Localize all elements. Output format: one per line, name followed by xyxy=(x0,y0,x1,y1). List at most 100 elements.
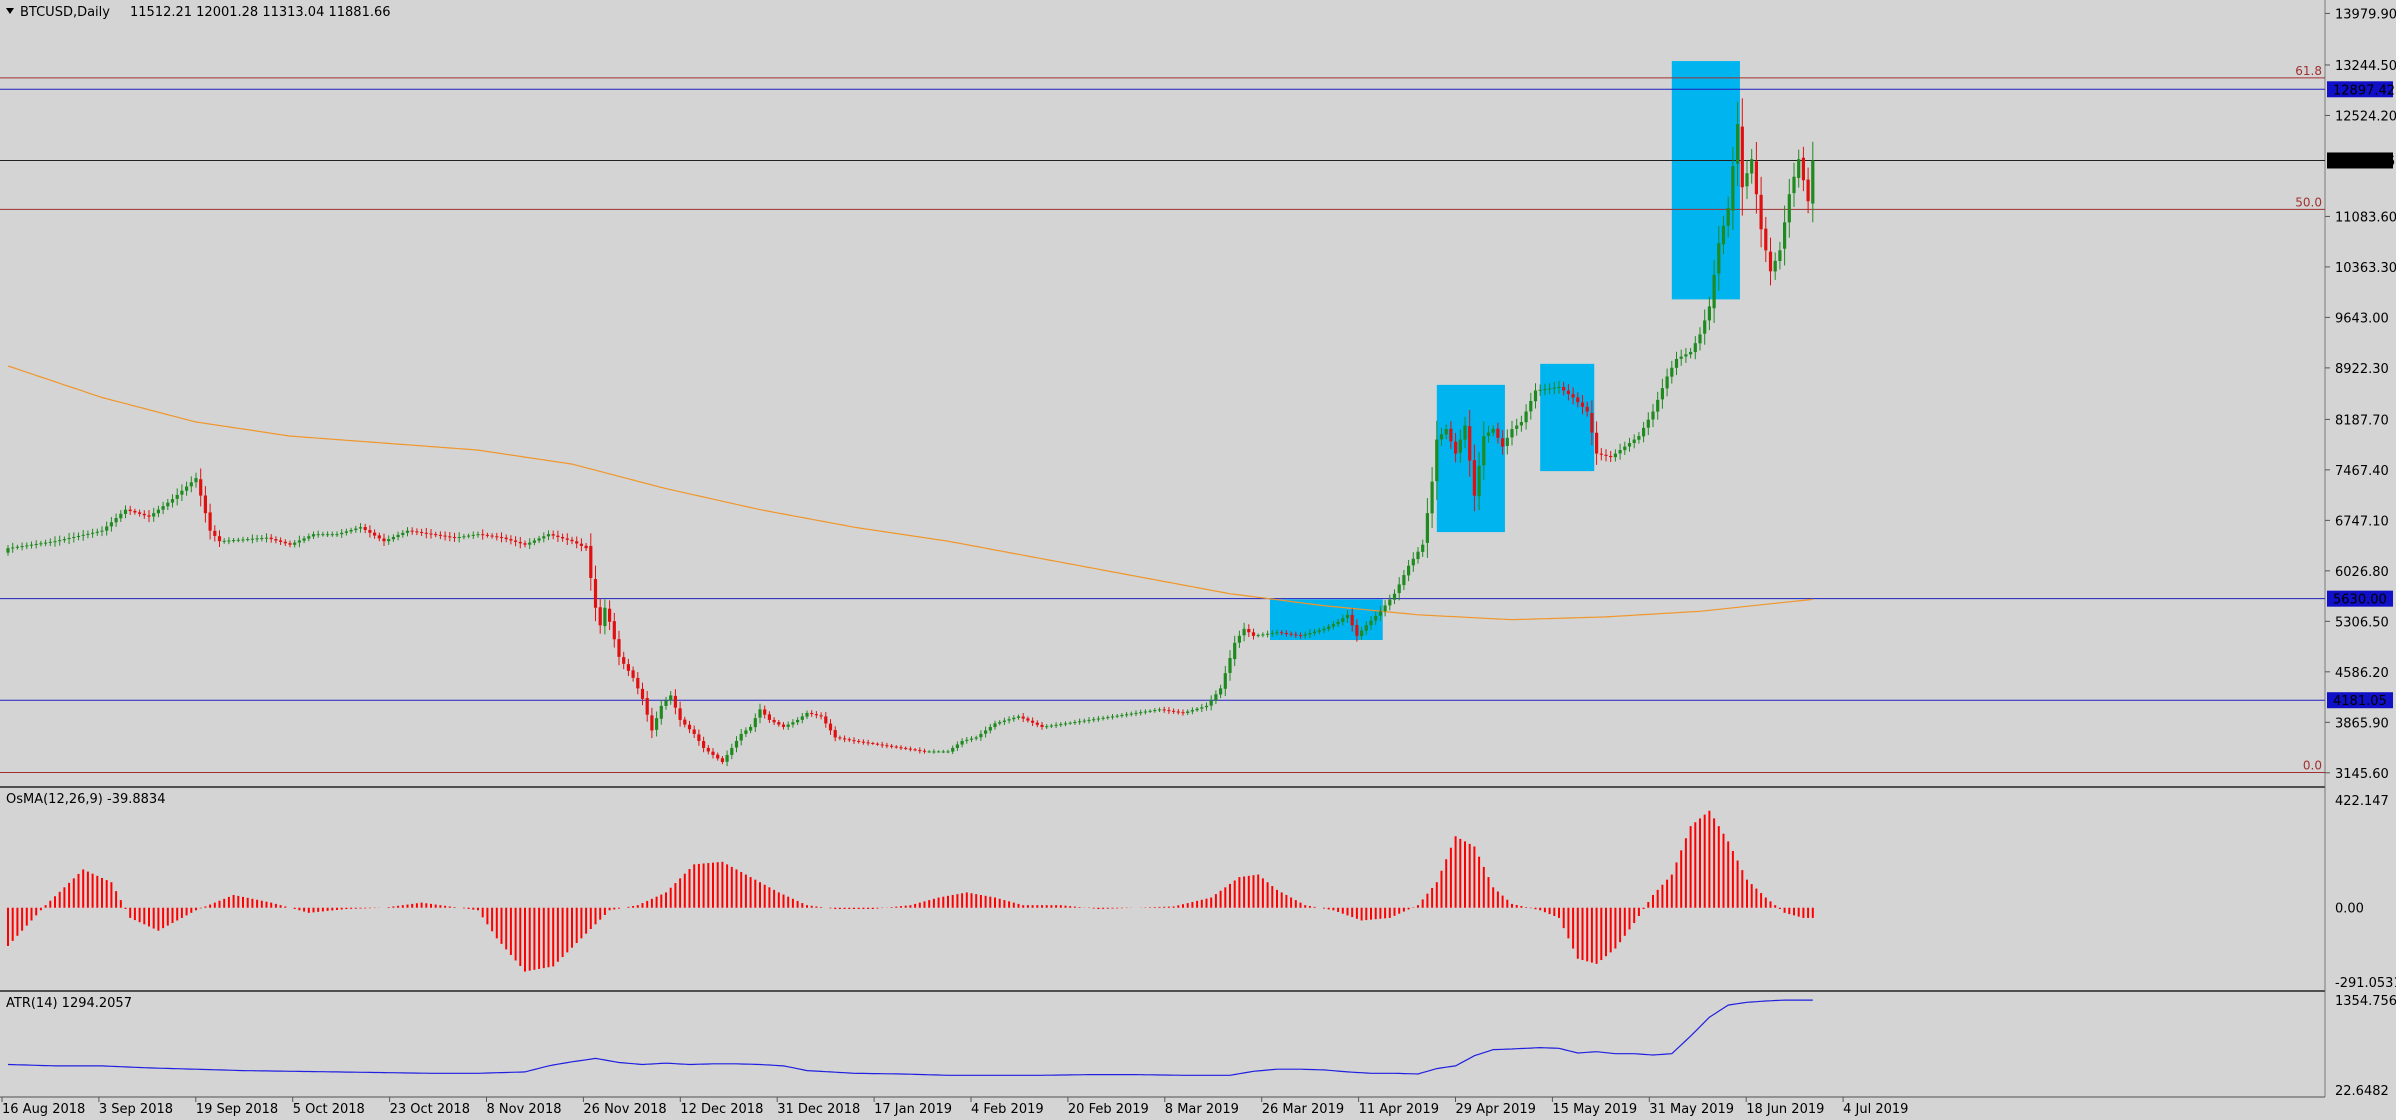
candle-body xyxy=(1284,633,1288,635)
candle-body xyxy=(1256,635,1260,637)
osma-tick-label: 0.00 xyxy=(2335,902,2364,917)
candle-body xyxy=(866,742,870,744)
candle-body xyxy=(1646,419,1650,428)
price-tick-label: 3145.60 xyxy=(2335,767,2389,782)
candle-body xyxy=(293,542,297,545)
candle-body xyxy=(960,740,964,745)
candle-body xyxy=(1068,722,1072,724)
candle-body xyxy=(1031,720,1035,723)
candle-body xyxy=(1298,635,1303,637)
candle-body xyxy=(288,543,292,545)
candle-body xyxy=(1496,428,1500,438)
time-tick-label: 16 Aug 2018 xyxy=(2,1102,85,1117)
candle-body xyxy=(358,527,363,529)
candle-body xyxy=(1134,712,1138,714)
candle-body xyxy=(551,534,555,536)
candle-body xyxy=(1195,708,1199,711)
candle-body xyxy=(340,532,344,535)
osma-tick-label: -291.0531 xyxy=(2335,976,2396,991)
candle-body xyxy=(1717,243,1721,274)
candle-body xyxy=(669,695,673,701)
candle-body xyxy=(1670,367,1674,377)
candle-body xyxy=(1049,725,1053,727)
candle-body xyxy=(1101,717,1105,719)
candle-body xyxy=(495,536,499,538)
candle-body xyxy=(1261,634,1265,636)
candle-body xyxy=(213,530,217,536)
candle-body xyxy=(1703,320,1707,334)
candle-body xyxy=(86,533,90,535)
candle-body xyxy=(711,751,715,755)
candle-body xyxy=(1082,720,1086,722)
candle-body xyxy=(932,751,936,753)
candle-body xyxy=(457,536,461,538)
candle-body xyxy=(575,541,579,544)
candle-body xyxy=(185,486,189,491)
candle-body xyxy=(170,499,175,503)
time-tick-label: 4 Feb 2019 xyxy=(971,1102,1044,1117)
candle-body xyxy=(1726,208,1730,226)
candle-body xyxy=(95,531,99,533)
candle-body xyxy=(655,718,659,730)
candle-body xyxy=(91,532,95,534)
osma-title: OsMA(12,26,9) -39.8834 xyxy=(6,792,165,807)
candle-body xyxy=(800,716,804,720)
candle-body xyxy=(109,522,113,527)
price-badge xyxy=(2327,590,2393,607)
time-tick-label: 15 May 2019 xyxy=(1552,1102,1637,1117)
price-axis: 13979.90 13244.50 12524.20 11083.60 10363.30… xyxy=(2325,7,2396,782)
candle-body xyxy=(1642,427,1646,437)
candle-body xyxy=(1693,343,1697,353)
candle-body xyxy=(1223,673,1227,689)
candle-body xyxy=(786,724,790,727)
candle-body xyxy=(518,541,522,544)
candle-body xyxy=(368,530,372,533)
candle-body xyxy=(467,535,471,537)
candle-body xyxy=(1571,394,1575,398)
candle-body xyxy=(1407,565,1411,576)
candle-body xyxy=(1007,719,1011,721)
candle-body xyxy=(1463,425,1467,440)
time-tick-label: 5 Oct 2018 xyxy=(293,1102,365,1117)
candle-body xyxy=(833,730,837,738)
candle-body xyxy=(58,540,62,542)
candle-body xyxy=(20,546,24,548)
atr-line xyxy=(7,999,1813,1076)
candle-body xyxy=(603,607,607,627)
price-tick-label: 6747.10 xyxy=(2335,514,2389,529)
candle-body xyxy=(1811,160,1815,204)
candle-body xyxy=(1200,707,1204,709)
candle-body xyxy=(622,657,626,664)
candle-body xyxy=(593,579,598,608)
candle-body xyxy=(1783,222,1787,249)
candle-body xyxy=(1360,630,1364,637)
candle-body xyxy=(462,536,466,538)
candle-body xyxy=(1289,633,1293,635)
time-tick-label: 11 Apr 2019 xyxy=(1359,1102,1439,1117)
candle-body xyxy=(509,539,513,541)
candle-body xyxy=(25,545,29,547)
candle-body xyxy=(1383,605,1387,612)
candle-body xyxy=(1063,723,1068,725)
candle-body xyxy=(1214,694,1218,701)
candle-body xyxy=(1580,402,1585,407)
candle-body xyxy=(579,543,583,546)
fib-level-label: 50.0 xyxy=(2295,195,2322,209)
candle-body xyxy=(1754,161,1758,195)
candle-body xyxy=(777,722,781,725)
candle-body xyxy=(537,538,541,541)
candle-body xyxy=(871,742,875,744)
candle-body xyxy=(969,738,974,740)
candle-body xyxy=(814,714,818,716)
candle-body xyxy=(1322,628,1326,631)
candle-body xyxy=(617,639,621,657)
candle-body xyxy=(946,751,950,753)
candle-body xyxy=(1595,432,1599,454)
collapse-triangle-icon[interactable] xyxy=(6,8,14,14)
candle-body xyxy=(988,726,992,731)
candle-body xyxy=(29,544,34,546)
candle-body xyxy=(1660,388,1664,400)
candle-body xyxy=(1157,709,1162,711)
candle-body xyxy=(880,744,884,746)
